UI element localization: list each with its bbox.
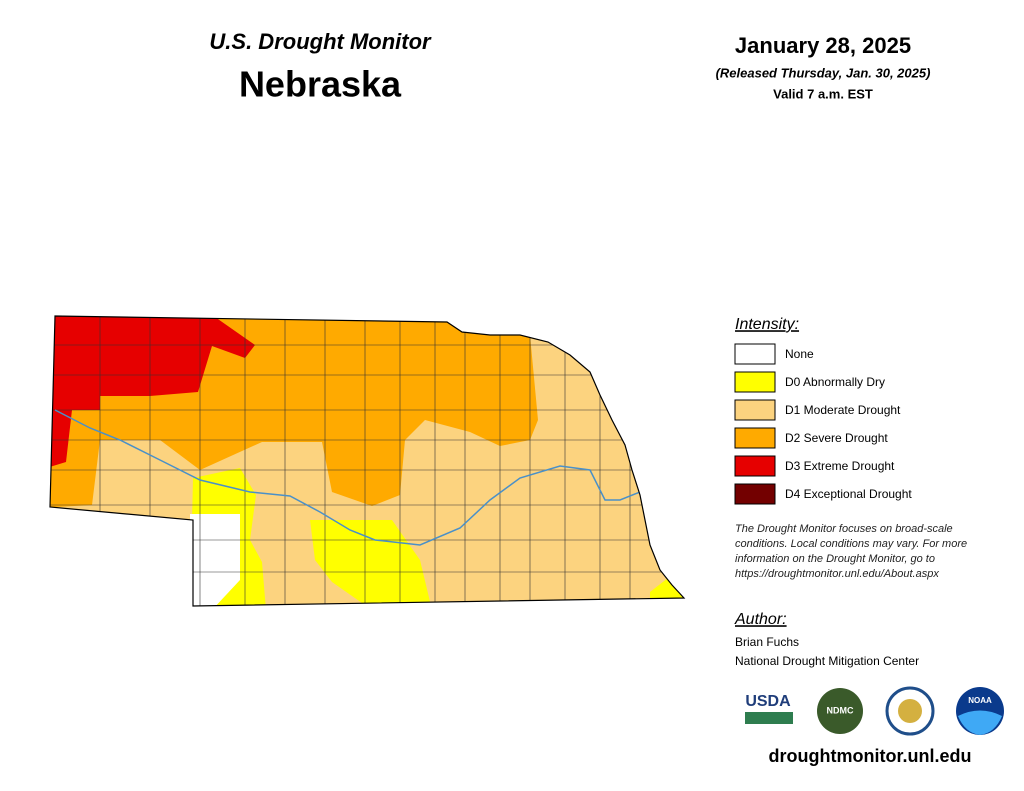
usda-bar (745, 712, 793, 724)
author-name: Brian Fuchs (735, 635, 799, 649)
noaa-logo: NOAA (968, 696, 992, 705)
ndmc-seal (817, 688, 863, 734)
logos: USDA NDMC NOAA (745, 686, 1004, 736)
legend-swatch (734, 483, 776, 505)
noaa-wave (958, 710, 1002, 735)
state-map (50, 316, 684, 606)
d3-area (50, 316, 255, 470)
legend-label: D0 Abnormally Dry (785, 375, 885, 389)
legend-title: Intensity: (735, 316, 799, 333)
platte-river (54, 409, 641, 546)
legend: None D0 Abnormally Dry D1 Moderate Drought… (734, 343, 912, 505)
website: droughtmonitor.unl.edu (769, 746, 972, 766)
legend-swatch (734, 343, 776, 365)
valid-time: Valid 7 a.m. EST (773, 86, 873, 101)
legend-swatch (734, 427, 776, 449)
none-area (190, 514, 240, 606)
note-line: The Drought Monitor focuses on broad-sca… (735, 523, 953, 535)
ndmc-logo: NDMC (827, 705, 854, 715)
commerce-seal-center (898, 699, 922, 723)
note-line: information on the Drought Monitor, go t… (735, 553, 935, 565)
legend-label: D4 Exceptional Drought (785, 487, 912, 501)
legend-label: None (785, 347, 814, 361)
title: U.S. Drought Monitor (209, 29, 432, 54)
release-date: (Released Thursday, Jan. 30, 2025) (716, 65, 931, 80)
note: The Drought Monitor focuses on broad-sca… (735, 523, 967, 580)
map-date: January 28, 2025 (735, 33, 911, 58)
legend-label: D1 Moderate Drought (785, 403, 901, 417)
note-line: https://droughtmonitor.unl.edu/About.asp… (735, 568, 939, 580)
legend-label: D3 Extreme Drought (785, 459, 895, 473)
legend-swatch (734, 399, 776, 421)
usda-logo: USDA (745, 693, 791, 710)
author-org: National Drought Mitigation Center (735, 654, 919, 668)
author-title: Author: (734, 611, 787, 628)
legend-swatch (734, 371, 776, 393)
state-name: Nebraska (239, 64, 402, 105)
state-outline (49, 315, 686, 607)
legend-label: D2 Severe Drought (785, 431, 888, 445)
legend-swatch (734, 455, 776, 477)
note-line: conditions. Local conditions may vary. F… (735, 538, 967, 550)
